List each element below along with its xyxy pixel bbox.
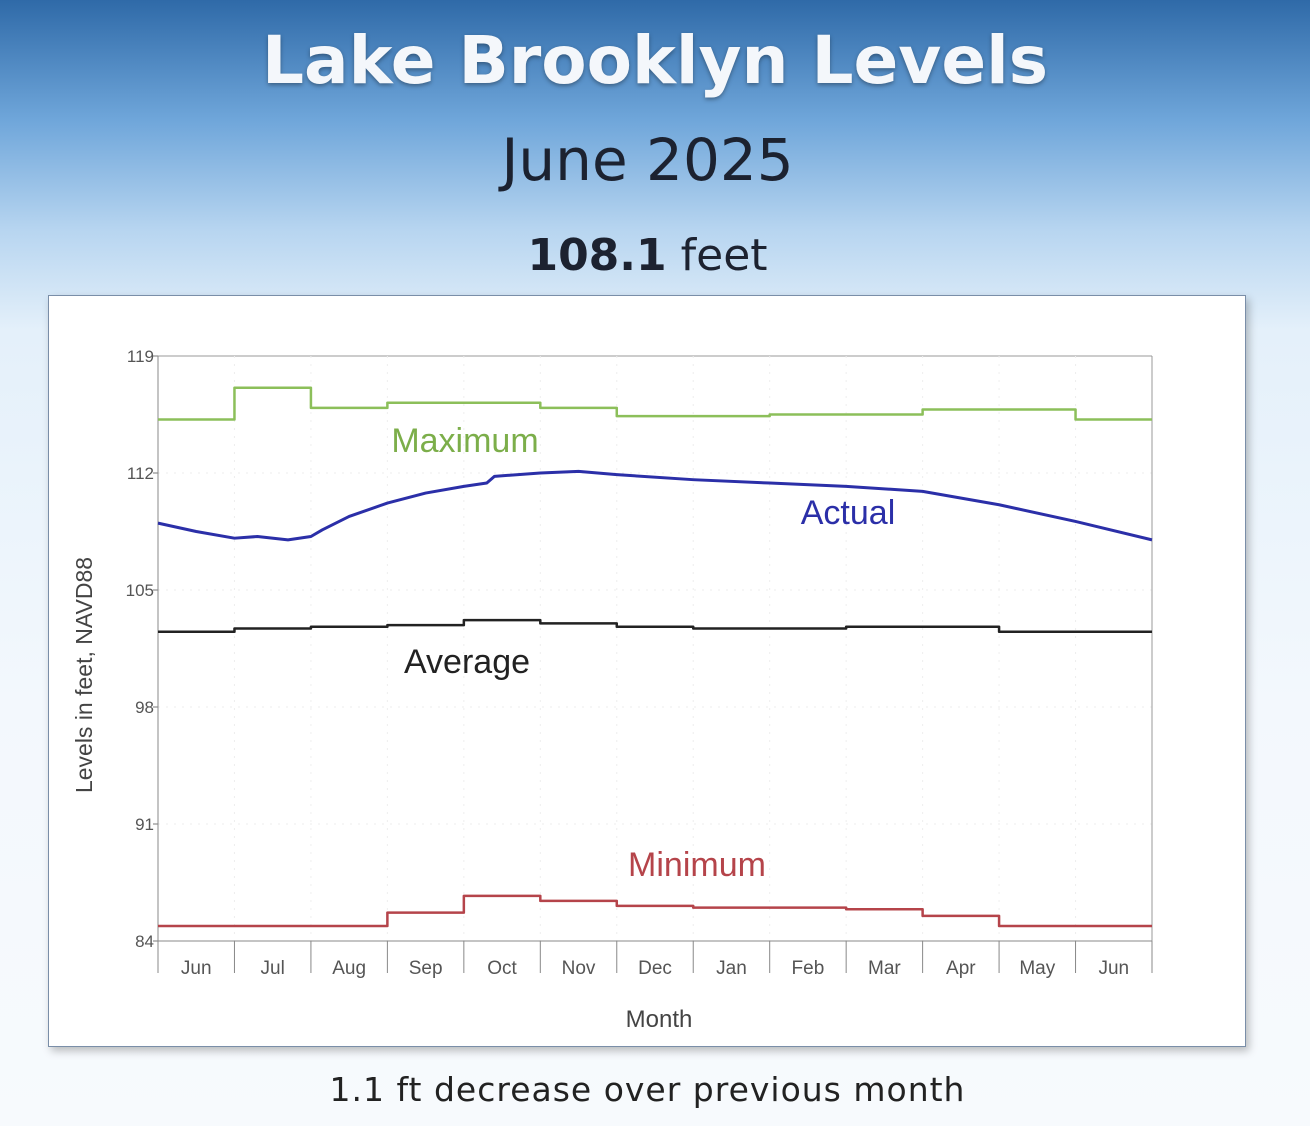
x-tick-label: Oct [487, 958, 517, 979]
x-tick-label: Feb [792, 958, 825, 979]
y-tick-label: 84 [135, 932, 154, 951]
x-axis-label: Month [626, 1006, 693, 1033]
x-tick-label: Sep [409, 958, 443, 979]
series-line-actual [157, 469, 1153, 542]
y-axis-label: Levels in feet, NAVD88 [71, 557, 97, 793]
chart-card [48, 295, 1246, 1047]
x-tick-label: Jun [181, 958, 212, 979]
x-tick-label: Jan [716, 958, 747, 979]
period-subtitle: June 2025 [501, 126, 794, 194]
x-tick-label: Aug [332, 958, 366, 979]
series-line-maximum [158, 386, 1152, 421]
level-value: 108.1 [527, 230, 667, 281]
series-line-average [158, 618, 1152, 634]
x-tick-label: Mar [868, 958, 901, 979]
current-level: 108.1 feet [0, 230, 1295, 281]
series-label-maximum: Maximum [391, 422, 538, 460]
x-tick-label: Dec [638, 958, 672, 979]
page-title: Lake Brooklyn Levels [261, 22, 1048, 99]
y-tick-label: 119 [127, 347, 154, 366]
series-line-minimum [158, 894, 1152, 928]
x-tick-label: Jul [261, 958, 285, 979]
series-label-average: Average [404, 643, 530, 681]
y-tick-label: 112 [127, 464, 154, 483]
x-tick-label: Jun [1098, 958, 1129, 979]
x-tick-label: Apr [946, 958, 976, 979]
level-unit: feet [680, 230, 768, 281]
y-tick-label: 98 [135, 698, 154, 717]
x-tick-label: Nov [562, 958, 596, 979]
series-label-actual: Actual [801, 494, 896, 532]
y-tick-label: 91 [135, 815, 154, 834]
change-caption: 1.1 ft decrease over previous month [329, 1070, 966, 1109]
series-label-minimum: Minimum [628, 846, 766, 884]
y-tick-label: 105 [126, 581, 154, 600]
x-tick-label: May [1019, 958, 1055, 979]
